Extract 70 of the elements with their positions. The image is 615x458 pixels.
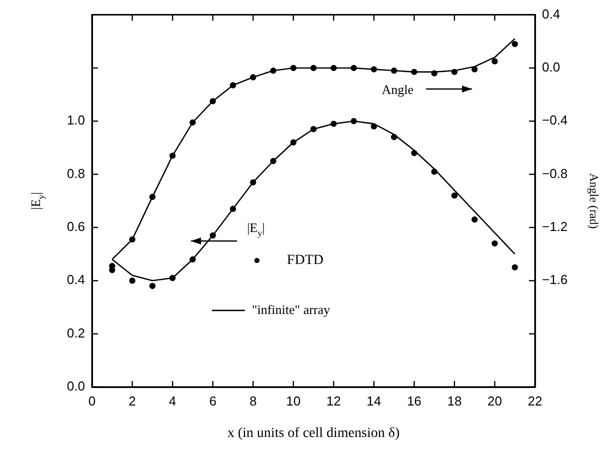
point (330, 64, 337, 72)
point (411, 150, 418, 156)
point (390, 134, 398, 140)
point (451, 192, 458, 199)
x-tick-label: 16 (406, 393, 422, 408)
point (431, 168, 438, 175)
point (310, 64, 317, 72)
y2-axis-title: Angle (rad) (587, 173, 601, 229)
point (451, 68, 458, 76)
point (350, 118, 357, 124)
point (512, 40, 518, 48)
point (290, 139, 296, 146)
point (310, 126, 317, 132)
y-tick-label: 0.0 (66, 378, 85, 394)
legend-label: "infinite" array (252, 302, 331, 317)
y2-tick-label: 0.0 (542, 60, 560, 75)
x-tick-label: 6 (209, 393, 216, 408)
x-tick-label: 12 (326, 393, 341, 408)
point (370, 66, 378, 72)
y2-tick-label: 0.4 (542, 6, 560, 22)
x-tick-label: 18 (447, 393, 462, 408)
point (411, 68, 418, 76)
point (129, 236, 136, 243)
y2-tick-label: −0.4 (542, 112, 568, 128)
x-tick-label: 20 (487, 393, 502, 408)
point (270, 68, 276, 74)
point (512, 264, 518, 270)
point (250, 179, 256, 186)
point (471, 216, 478, 223)
point (129, 278, 136, 284)
point (190, 119, 196, 126)
point (471, 66, 478, 72)
point (390, 68, 398, 74)
y2-tick-label: −1.2 (542, 219, 568, 234)
x-tick-label: 22 (528, 393, 542, 408)
point (350, 64, 357, 72)
x-axis-title: x (in units of cell dimension δ) (227, 426, 400, 441)
point (492, 58, 498, 64)
x-tick-label: 10 (286, 393, 301, 408)
y-tick-label: 0.6 (66, 219, 85, 234)
point (210, 98, 216, 104)
point (210, 232, 216, 239)
y-axis-title: |Ey| (28, 192, 46, 210)
x-tick-label: 4 (168, 393, 176, 408)
point (149, 194, 156, 200)
y2-tick-label: −0.8 (542, 166, 568, 181)
x-tick-label: 2 (128, 393, 136, 408)
y-tick-label: 0.8 (66, 166, 85, 181)
point (230, 82, 236, 88)
point (190, 256, 196, 262)
y-tick-label: 1.0 (66, 112, 85, 128)
point (149, 282, 156, 290)
y-tick-label: 0.2 (66, 325, 85, 340)
point (250, 74, 256, 80)
x-tick-label: 8 (249, 393, 257, 408)
point (290, 64, 296, 72)
annotation: Angle (382, 82, 414, 98)
point (431, 70, 438, 76)
point (270, 158, 276, 164)
point (169, 152, 176, 159)
point (330, 120, 337, 127)
y-tick-label: 0.4 (66, 272, 85, 288)
y2-tick-label: −1.6 (542, 272, 568, 288)
x-tick-label: 0 (88, 393, 96, 408)
point (492, 240, 498, 247)
legend-label: FDTD (286, 253, 324, 268)
point (370, 123, 378, 130)
point (169, 274, 176, 282)
point (230, 206, 236, 212)
x-tick-label: 14 (366, 393, 382, 408)
